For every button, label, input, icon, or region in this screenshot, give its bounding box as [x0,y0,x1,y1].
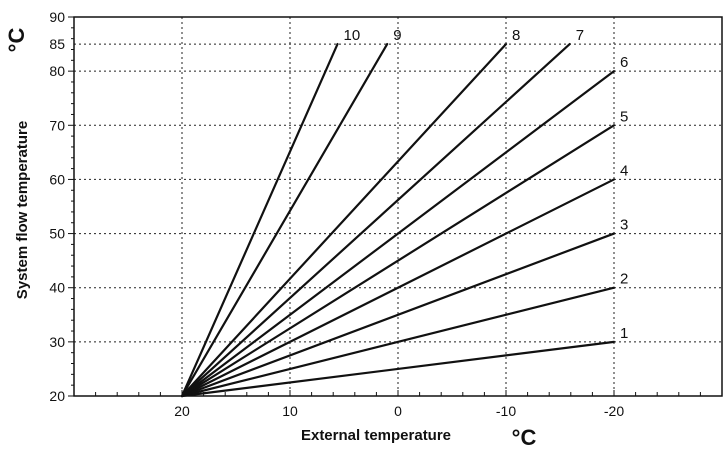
curve-label-7: 7 [576,27,584,44]
curve-label-6: 6 [620,54,628,71]
x-unit-label: °C [512,425,537,450]
curve-label-1: 1 [620,325,628,342]
y-tick-label: 60 [49,171,65,187]
series-line-5 [180,124,616,398]
series-line-3 [180,232,616,398]
curve-labels: 1 2 3 4 5 6 7 8 9 10 [344,27,629,342]
tick-labels: 20 30 40 50 60 70 80 85 90 20 10 0 -10 -20 [49,9,624,419]
y-unit-label: °C [4,28,29,53]
curve-label-8: 8 [512,27,520,44]
series-line-9 [180,42,389,398]
series-lines [180,42,616,398]
series-line-6 [180,70,616,398]
x-tick-label: 20 [174,403,190,419]
curve-label-10: 10 [344,27,361,44]
x-axis-title: External temperature [301,427,451,444]
y-tick-label: 30 [49,334,65,350]
series-line-8 [180,42,508,398]
curve-label-9: 9 [393,27,401,44]
y-tick-label: 20 [49,388,65,404]
y-tick-label: 70 [49,117,65,133]
y-tick-label: 80 [49,63,65,79]
series-line-2 [180,286,616,398]
curve-label-3: 3 [620,217,628,234]
y-tick-label: 85 [49,36,65,52]
y-tick-label: 90 [49,9,65,25]
curve-label-5: 5 [620,108,628,125]
curve-label-4: 4 [620,162,628,179]
axes [68,16,723,397]
series-line-1 [180,340,616,398]
y-tick-label: 50 [49,226,65,242]
x-tick-label: 0 [394,403,402,419]
x-tick-label: -20 [604,403,624,419]
y-axis-title: System flow temperature [14,121,31,299]
series-line-4 [180,178,616,398]
series-line-7 [180,42,571,398]
x-tick-label: 10 [282,403,298,419]
series-line-10 [180,42,339,398]
y-tick-label: 40 [49,280,65,296]
curve-label-2: 2 [620,271,628,288]
x-tick-label: -10 [496,403,516,419]
